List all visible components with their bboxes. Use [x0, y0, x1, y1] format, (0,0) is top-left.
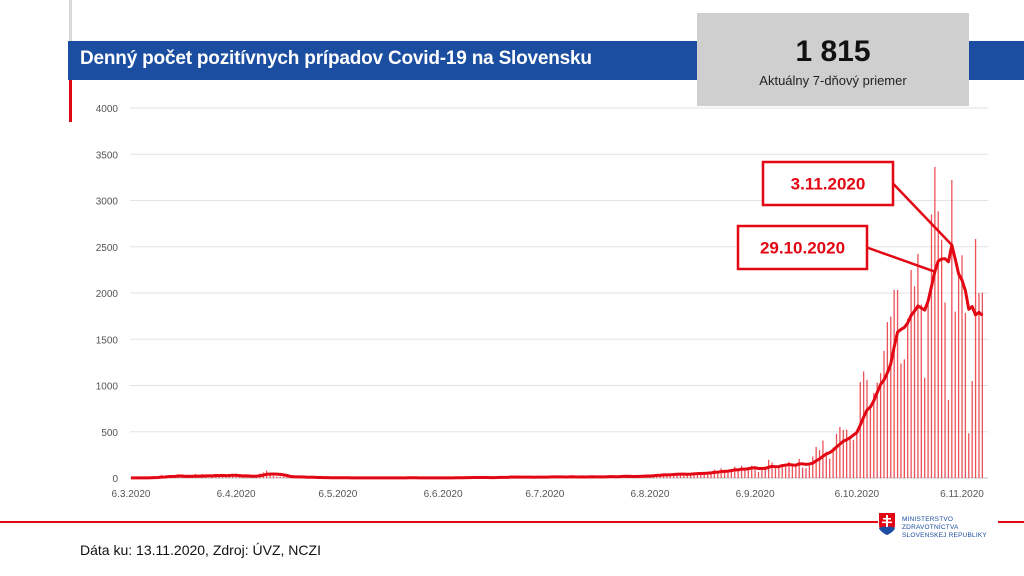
x-tick-label: 6.10.2020: [835, 489, 880, 500]
x-tick-label: 6.9.2020: [736, 489, 775, 500]
top-accent-line: [69, 0, 72, 41]
logo-line3: SLOVENSKEJ REPUBLIKY: [902, 532, 987, 539]
data-source-note: Dáta ku: 13.11.2020, Zdroj: ÚVZ, NCZI: [80, 542, 321, 558]
kpi-box: 1 815 Aktuálny 7-dňový priemer: [697, 13, 969, 106]
y-tick-label: 2500: [96, 243, 119, 254]
x-tick-label: 6.7.2020: [525, 489, 564, 500]
annotation-box: [736, 224, 869, 271]
y-tick-label: 2000: [96, 289, 119, 300]
y-tick-label: 500: [101, 428, 118, 439]
kpi-label: Aktuálny 7-dňový priemer: [759, 73, 907, 88]
slovak-coat-of-arms-icon: [879, 513, 895, 535]
kpi-value: 1 815: [795, 35, 871, 68]
annotation-label: 29.10.2020: [760, 239, 845, 258]
logo-line1: MINISTERSTVO: [902, 516, 954, 523]
footer-divider: [0, 521, 1024, 523]
y-tick-label: 0: [112, 474, 118, 485]
y-tick-label: 3500: [96, 150, 119, 161]
x-tick-label: 6.4.2020: [217, 489, 256, 500]
y-tick-label: 4000: [96, 104, 119, 115]
annotation-leader-line: [866, 246, 936, 273]
chart-title: Denný počet pozitívnych prípadov Covid-1…: [80, 48, 592, 69]
annotation-label: 3.11.2020: [791, 175, 866, 194]
x-tick-label: 6.8.2020: [630, 489, 669, 500]
chart: 0 500 1000 1500 2000 2500 3000 3500 4000 6.3.2020…: [96, 104, 988, 500]
x-tick-label: 6.5.2020: [318, 489, 357, 500]
red-accent-line: [69, 80, 72, 122]
y-tick-label: 3000: [96, 197, 119, 208]
y-tick-label: 1500: [96, 335, 119, 346]
x-tick-label: 6.11.2020: [940, 489, 984, 500]
seven-day-average-line: [130, 243, 984, 480]
annotation-box: [761, 160, 895, 207]
x-tick-label: 6.3.2020: [112, 489, 151, 500]
logo-line2: ZDRAVOTNÍCTVA: [902, 524, 959, 531]
y-tick-label: 1000: [96, 382, 119, 393]
annotation-leader-line: [892, 182, 953, 246]
x-tick-label: 6.6.2020: [424, 489, 463, 500]
ministry-logo: MINISTERSTVO ZDRAVOTNÍCTVA SLOVENSKEJ RE…: [878, 512, 998, 546]
